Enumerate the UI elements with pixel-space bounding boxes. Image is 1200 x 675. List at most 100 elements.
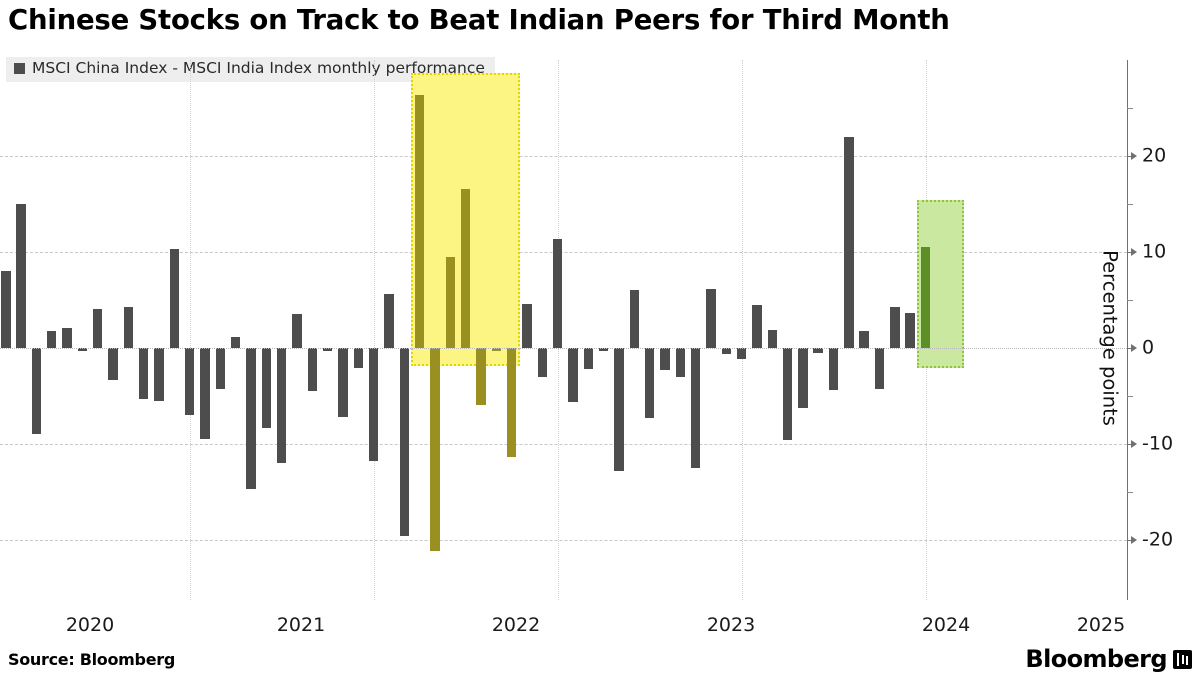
bar-2020-12 bbox=[169, 249, 180, 348]
y-tick-label--10: -10 bbox=[1142, 432, 1174, 455]
bar-2024-04 bbox=[782, 348, 793, 441]
bloomberg-brand: Bloomberg bbox=[1025, 645, 1192, 673]
bar-2020-03 bbox=[31, 348, 42, 435]
y-minor-tick-25 bbox=[1127, 108, 1133, 109]
y-minor-tick--5 bbox=[1127, 396, 1133, 397]
bar-2023-10 bbox=[690, 348, 701, 468]
y-tick-label-20: 20 bbox=[1142, 144, 1167, 167]
y-tick-arrow--10 bbox=[1131, 440, 1137, 448]
bar-2025-01 bbox=[920, 247, 931, 348]
bar-2023-07 bbox=[644, 348, 655, 419]
y-tick-label-0: 0 bbox=[1142, 336, 1155, 359]
bar-2021-11 bbox=[338, 348, 348, 418]
bar-2020-02 bbox=[16, 204, 26, 348]
x-tick-label-2021: 2021 bbox=[276, 614, 326, 636]
bar-2021-05 bbox=[246, 348, 256, 490]
bar-2020-08 bbox=[108, 348, 118, 380]
gridline--10 bbox=[0, 444, 1127, 445]
bar-2024-06 bbox=[813, 348, 823, 353]
bar-2023-04 bbox=[598, 348, 609, 351]
bar-2021-06 bbox=[261, 348, 272, 428]
bar-2022-06 bbox=[445, 256, 456, 348]
bar-2024-05 bbox=[798, 348, 808, 409]
y-tick-label-10: 10 bbox=[1142, 240, 1167, 263]
bar-2022-09 bbox=[491, 348, 502, 351]
bar-2022-07 bbox=[460, 188, 471, 348]
bar-2023-03 bbox=[583, 348, 594, 370]
vertical-gridline-2022 bbox=[373, 60, 375, 600]
x-tick-label-2023: 2023 bbox=[706, 614, 756, 636]
x-tick-label-2024: 2024 bbox=[921, 614, 971, 636]
bar-2024-03 bbox=[767, 329, 777, 348]
vertical-gridline-2021 bbox=[189, 60, 191, 600]
bar-2023-09 bbox=[675, 348, 686, 377]
bar-2022-01 bbox=[368, 348, 379, 462]
legend-label: MSCI China Index - MSCI India Index mont… bbox=[32, 59, 485, 77]
bloomberg-logo-icon bbox=[1173, 649, 1192, 669]
bar-2021-08 bbox=[292, 314, 302, 348]
y-tick-label--20: -20 bbox=[1142, 528, 1174, 551]
y-tick-arrow-20 bbox=[1131, 152, 1137, 160]
bar-2023-12 bbox=[721, 348, 731, 354]
bar-2024-10 bbox=[874, 348, 885, 390]
bar-2023-06 bbox=[629, 290, 640, 348]
y-minor-tick-15 bbox=[1127, 204, 1133, 205]
bar-2021-03 bbox=[215, 348, 226, 390]
bar-2021-07 bbox=[276, 348, 287, 464]
bar-2020-07 bbox=[92, 308, 103, 348]
x-tick-label-2022: 2022 bbox=[491, 614, 541, 636]
bar-2020-05 bbox=[62, 327, 72, 348]
bar-2020-11 bbox=[154, 348, 164, 401]
zero-line bbox=[0, 348, 1127, 349]
bar-2022-04 bbox=[414, 94, 425, 348]
bar-2024-08 bbox=[844, 136, 854, 348]
y-tick-arrow-10 bbox=[1131, 248, 1137, 256]
x-tick-label-2025: 2025 bbox=[1076, 614, 1126, 636]
legend-swatch-icon bbox=[14, 63, 25, 75]
chart-legend: MSCI China Index - MSCI India Index mont… bbox=[6, 57, 495, 82]
bar-2021-04 bbox=[230, 337, 241, 348]
bar-2022-03 bbox=[399, 348, 410, 537]
gridline--20 bbox=[0, 540, 1127, 541]
y-tick-arrow--20 bbox=[1131, 536, 1137, 544]
bar-2023-11 bbox=[706, 289, 716, 348]
bar-2020-04 bbox=[46, 330, 57, 348]
y-axis-line bbox=[1127, 60, 1128, 600]
bar-2021-10 bbox=[322, 348, 333, 351]
y-tick-arrow-0 bbox=[1131, 344, 1137, 352]
x-tick-label-2020: 2020 bbox=[65, 614, 115, 636]
plot-area bbox=[0, 60, 1127, 600]
bar-2023-01 bbox=[552, 238, 563, 348]
bar-2020-09 bbox=[123, 306, 134, 348]
bar-2024-02 bbox=[752, 304, 762, 348]
bar-2022-12 bbox=[537, 348, 548, 377]
bar-2024-01 bbox=[736, 348, 747, 359]
bar-2022-08 bbox=[476, 348, 486, 405]
bar-2022-02 bbox=[384, 294, 394, 348]
gridline-20 bbox=[0, 156, 1127, 157]
bar-2021-09 bbox=[307, 348, 318, 392]
bar-2020-06 bbox=[77, 348, 88, 351]
page-title: Chinese Stocks on Track to Beat Indian P… bbox=[8, 4, 950, 36]
y-minor-tick-5 bbox=[1127, 300, 1133, 301]
gridline-10 bbox=[0, 252, 1127, 253]
bar-2023-02 bbox=[568, 348, 578, 402]
source-note: Source: Bloomberg bbox=[8, 650, 175, 669]
bar-2021-12 bbox=[353, 348, 364, 369]
bar-2023-05 bbox=[614, 348, 624, 471]
bar-2024-12 bbox=[905, 313, 915, 348]
brand-name: Bloomberg bbox=[1025, 645, 1167, 673]
bar-2020-10 bbox=[138, 348, 149, 399]
bar-2020-01 bbox=[1, 271, 11, 348]
bar-2024-11 bbox=[890, 306, 900, 348]
vertical-gridline-2024 bbox=[741, 60, 743, 600]
bar-2021-02 bbox=[200, 348, 210, 440]
bar-2022-10 bbox=[506, 348, 517, 458]
y-minor-tick--15 bbox=[1127, 492, 1133, 493]
bar-2022-11 bbox=[522, 303, 532, 348]
bar-2022-05 bbox=[430, 348, 440, 551]
bar-2021-01 bbox=[184, 348, 195, 416]
bar-2024-09 bbox=[859, 330, 869, 348]
bar-2024-07 bbox=[828, 348, 839, 391]
